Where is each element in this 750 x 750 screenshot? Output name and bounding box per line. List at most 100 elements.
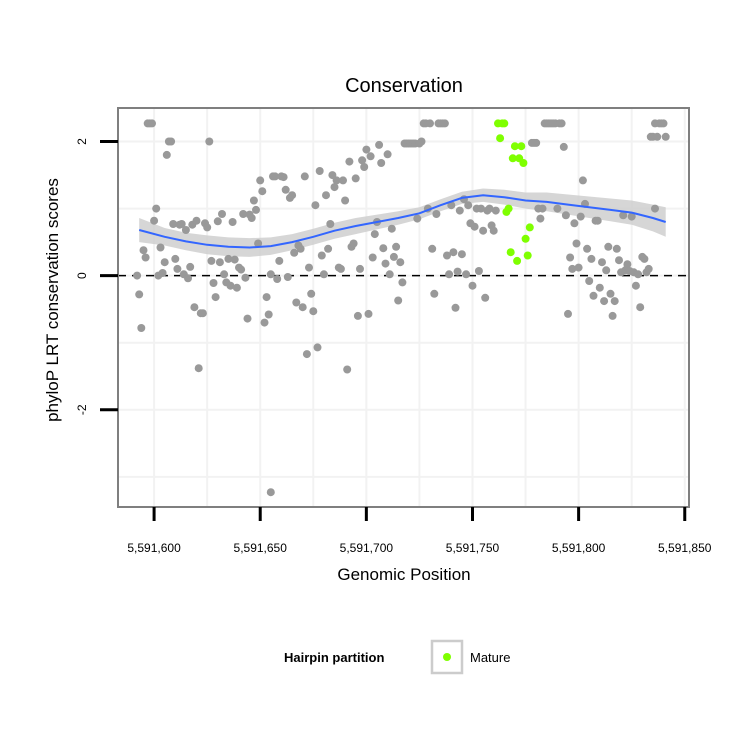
data-point-other: [387, 224, 396, 233]
data-point-other: [260, 318, 269, 327]
data-point-other: [583, 244, 592, 253]
data-point-other: [366, 152, 375, 161]
data-point-other: [150, 216, 159, 225]
data-point-other: [243, 314, 252, 323]
data-point-other: [324, 244, 333, 253]
data-point-other: [481, 293, 490, 302]
plot-panel-background: [118, 108, 689, 507]
data-point-other: [636, 303, 645, 312]
data-point-other: [462, 270, 471, 279]
data-point-other: [205, 137, 214, 146]
data-point-other: [426, 119, 434, 128]
data-point-other: [232, 283, 241, 292]
data-point-other: [203, 223, 212, 232]
data-point-other: [162, 150, 171, 159]
data-point-other: [292, 298, 301, 307]
data-point-other: [443, 251, 451, 260]
data-point-other: [319, 270, 328, 279]
data-point-other: [368, 253, 377, 262]
x-tick-label: 5,591,700: [340, 541, 394, 555]
data-point-other: [266, 488, 275, 497]
x-axis-title: Genomic Position: [337, 565, 470, 584]
data-point-other: [332, 176, 341, 185]
data-point-other: [570, 219, 579, 228]
data-point-other: [224, 254, 233, 263]
data-point-other: [659, 119, 668, 128]
data-point-other: [241, 273, 250, 282]
data-point-other: [317, 251, 326, 260]
data-point-mature: [500, 119, 509, 128]
data-point-other: [239, 210, 248, 218]
data-point-other: [300, 172, 309, 181]
data-point-other: [532, 138, 541, 147]
data-point-other: [258, 187, 267, 196]
data-point-other: [572, 239, 581, 248]
data-point-other: [631, 281, 640, 290]
data-point-other: [351, 174, 360, 183]
data-point-other: [557, 119, 566, 128]
data-point-other: [578, 176, 587, 185]
data-point-other: [566, 253, 575, 262]
data-point-other: [171, 254, 180, 263]
data-point-other: [585, 277, 594, 285]
y-tick-label: 0: [75, 272, 89, 279]
data-point-mature: [523, 251, 532, 260]
data-point-other: [651, 204, 659, 213]
data-point-other: [184, 274, 192, 283]
data-point-other: [275, 256, 284, 265]
data-point-other: [587, 254, 596, 263]
data-point-mature: [525, 223, 534, 232]
data-point-other: [449, 248, 458, 257]
x-tick-label: 5,591,850: [658, 541, 712, 555]
data-point-other: [413, 214, 422, 223]
data-point-other: [173, 264, 182, 273]
data-point-other: [181, 226, 190, 234]
data-point-other: [383, 150, 392, 159]
data-point-other: [623, 260, 632, 269]
data-point-other: [160, 258, 169, 267]
data-point-other: [379, 244, 388, 253]
data-point-mature: [519, 159, 528, 167]
data-point-other: [353, 311, 362, 320]
data-point-other: [198, 309, 207, 318]
data-point-other: [133, 271, 142, 280]
data-point-other: [358, 156, 367, 165]
data-point-other: [453, 267, 462, 276]
data-point-other: [559, 142, 568, 151]
points-mature-series: [494, 119, 534, 265]
data-point-other: [218, 210, 226, 218]
y-axis-title: phyloP LRT conservation scores: [43, 178, 62, 422]
data-point-mature: [510, 142, 519, 151]
data-point-other: [230, 255, 239, 264]
data-point-other: [186, 262, 195, 271]
data-point-other: [561, 211, 570, 220]
data-point-other: [606, 289, 615, 298]
data-point-other: [398, 278, 407, 287]
data-point-other: [370, 230, 379, 239]
data-point-other: [375, 140, 384, 149]
plot-panel-border: [117, 107, 690, 508]
data-point-other: [290, 248, 299, 257]
x-axis: 5,591,600 5,591,650 5,591,700 5,591,750 5,59…: [127, 507, 712, 555]
data-point-other: [377, 159, 386, 167]
data-point-mature: [504, 204, 513, 213]
data-point-other: [381, 259, 390, 268]
data-point-other: [536, 214, 545, 223]
y-axis: 2 0 -2: [75, 138, 118, 415]
data-point-other: [470, 222, 479, 231]
data-point-other: [634, 270, 643, 279]
data-point-other: [213, 217, 222, 226]
data-point-other: [281, 185, 290, 194]
data-point-other: [266, 270, 275, 279]
data-point-other: [457, 250, 466, 259]
data-point-other: [283, 273, 292, 281]
data-point-other: [615, 256, 623, 265]
data-point-other: [336, 264, 345, 273]
data-point-mature: [513, 256, 522, 265]
data-point-other: [141, 253, 150, 262]
x-tick-label: 5,591,600: [127, 541, 181, 555]
data-point-other: [228, 218, 237, 226]
data-point-other: [394, 296, 403, 305]
data-point-other: [137, 324, 146, 332]
